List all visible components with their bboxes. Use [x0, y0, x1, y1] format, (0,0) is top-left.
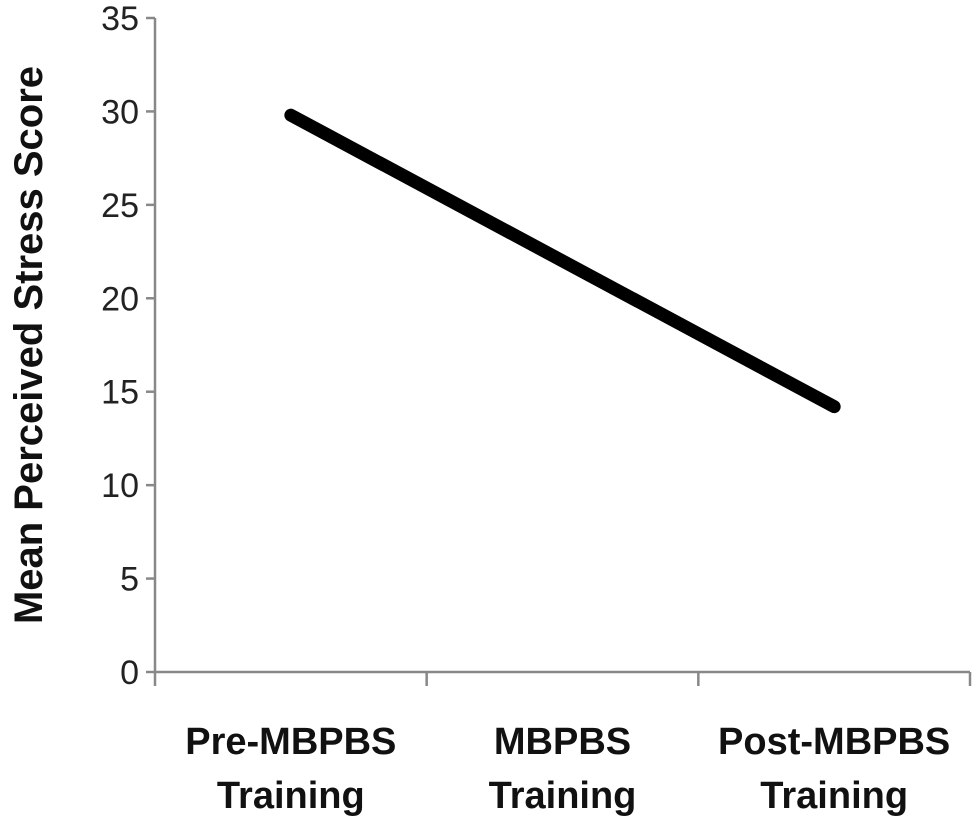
- y-tick-label: 30: [101, 93, 139, 131]
- series-line: [284, 108, 841, 414]
- y-tick-label: 10: [101, 467, 139, 505]
- y-tick-label: 25: [101, 187, 139, 225]
- x-category-label-line: Pre-MBPBS: [185, 721, 396, 763]
- y-tick-label: 35: [101, 0, 139, 38]
- y-tick-label: 0: [120, 654, 139, 692]
- y-tick-label: 5: [120, 561, 139, 599]
- y-axis-title: Mean Perceived Stress Score: [7, 66, 51, 624]
- y-axis: 0 5 10 15 20 25 30 35: [101, 0, 157, 692]
- x-category-label: Pre-MBPBS Training: [185, 721, 396, 817]
- x-category-label-line: Training: [217, 775, 365, 817]
- x-category-label-line: Training: [760, 775, 908, 817]
- y-tick-label: 15: [101, 374, 139, 412]
- x-category-label-line: MBPBS: [494, 721, 631, 763]
- series-layer: [284, 108, 841, 414]
- x-category-label: Post-MBPBS Training: [718, 721, 950, 817]
- y-tick-label: 20: [101, 280, 139, 318]
- x-category-label: MBPBS Training: [489, 721, 637, 817]
- x-category-label-line: Training: [489, 775, 637, 817]
- x-category-label-line: Post-MBPBS: [718, 721, 950, 763]
